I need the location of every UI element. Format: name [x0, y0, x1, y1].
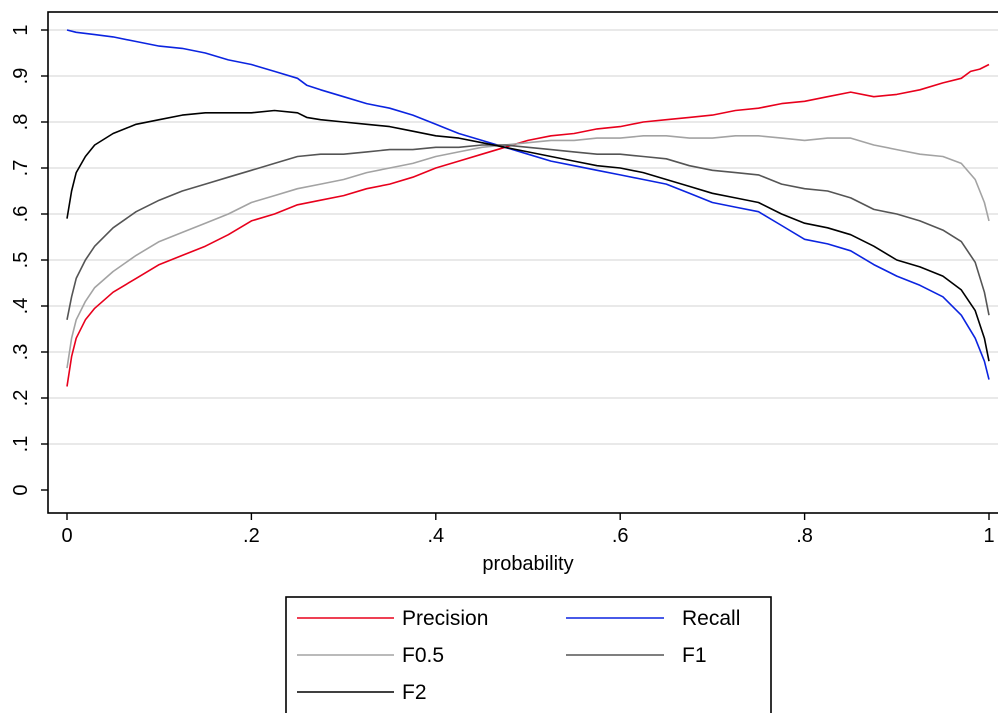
legend: Precision Recall F0.5 F1 F2: [285, 596, 772, 713]
legend-item: F0.5: [297, 644, 444, 667]
series-lines: [66, 29, 990, 387]
y-tick-label: 1: [10, 24, 32, 35]
series-line-f1: [66, 144, 990, 320]
y-tick-label: .8: [10, 114, 32, 131]
series-line-recall: [66, 29, 990, 380]
legend-label: F2: [402, 681, 427, 704]
y-tick-label: .3: [10, 344, 32, 361]
legend-label: F0.5: [402, 644, 444, 667]
x-tick-label: .2: [243, 525, 260, 547]
y-tick-label: .4: [10, 298, 32, 315]
legend-item: F2: [297, 681, 427, 704]
y-tick-label: .5: [10, 252, 32, 269]
x-tick-label: .6: [612, 525, 629, 547]
y-tick-label: 0: [10, 484, 32, 495]
x-tick-label: .8: [796, 525, 813, 547]
y-axis: 0 .1 .2 .3 .4 .5 .6 .7 .8 .9 1: [10, 24, 48, 496]
legend-label: F1: [682, 644, 707, 667]
legend-label: Precision: [402, 607, 488, 630]
y-tick-label: .9: [10, 68, 32, 85]
y-tick-label: .2: [10, 390, 32, 407]
legend-label: Recall: [682, 607, 740, 630]
series-line-f2: [66, 109, 990, 362]
x-tick-label: .4: [427, 525, 444, 547]
y-tick-label: .7: [10, 160, 32, 177]
legend-item: Precision: [297, 607, 488, 630]
series-line-f0-5: [66, 135, 990, 369]
y-tick-label: .6: [10, 206, 32, 223]
x-tick-label: 0: [61, 525, 72, 547]
x-axis: 0 .2 .4 .6 .8 1: [61, 513, 995, 547]
y-tick-label: .1: [10, 436, 32, 453]
gridlines: [48, 29, 998, 445]
legend-item: Recall: [566, 607, 740, 630]
plot-frame: [47, 11, 998, 514]
x-tick-label: 1: [983, 525, 994, 547]
x-axis-title: probability: [482, 553, 573, 575]
legend-item: F1: [566, 644, 707, 667]
